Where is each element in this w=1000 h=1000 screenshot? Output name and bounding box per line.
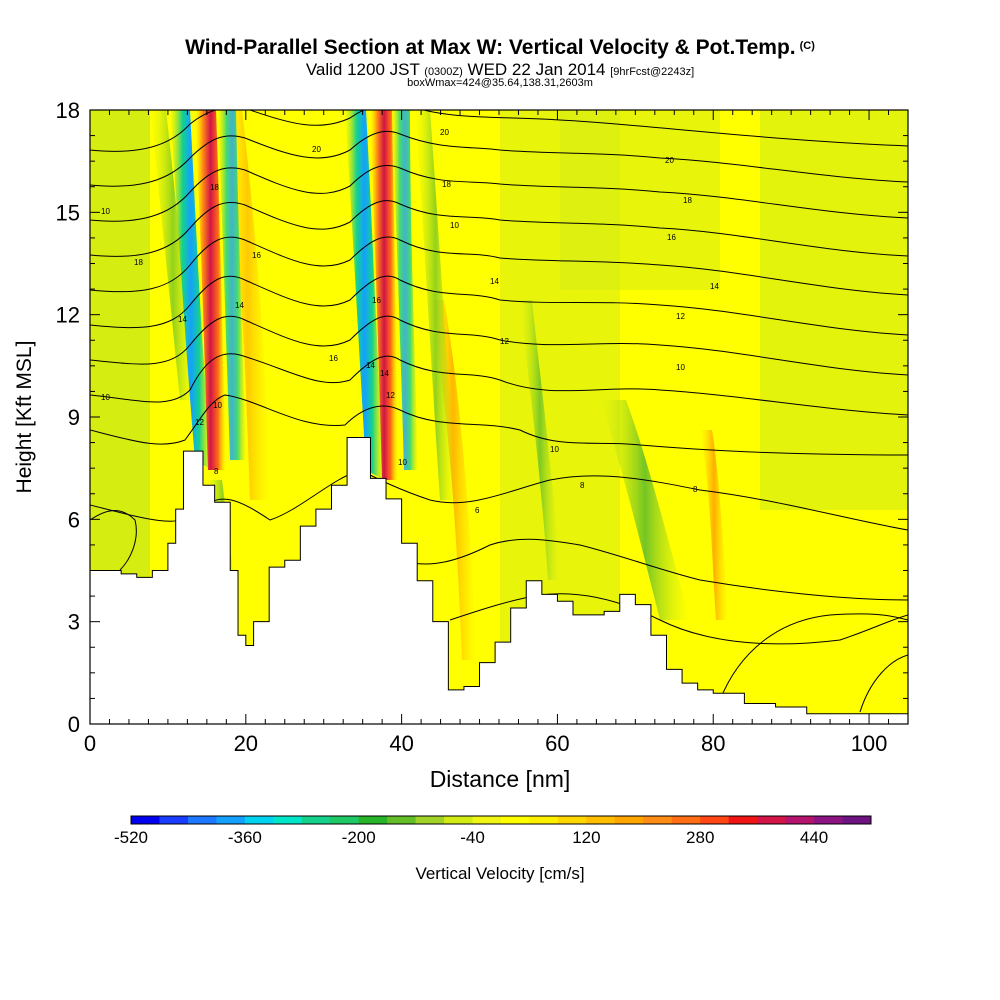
contour-label: 10 [213,401,222,410]
colorbar-swatch [501,816,530,824]
colorbar-swatch [785,816,815,824]
colorbar-swatch [444,816,474,824]
x-tick-label: 60 [545,731,569,756]
x-tick-label: 100 [851,731,888,756]
colorbar-swatch [757,816,787,824]
colorbar-swatch [671,816,701,824]
colorbar-swatch [529,816,559,824]
colorbar-swatch [814,816,844,824]
contour-label: 18 [442,180,451,189]
contour-label: 18 [210,183,219,192]
y-tick-label: 18 [56,98,80,123]
colorbar-swatch [273,816,303,824]
contour-label: 18 [134,258,143,267]
colorbar-swatch [586,816,616,824]
chart-subtitle: Valid 1200 JST (0300Z) WED 22 Jan 2014 [… [305,60,695,79]
copyright-mark: (C) [799,40,815,52]
colorbar-swatch [728,816,758,824]
contour-label: 10 [450,221,459,230]
colorbar-tick-label: -40 [460,828,485,847]
colorbar-frame [130,815,872,825]
colorbar: -520 -360 -200 -40 120 280 440 [114,815,872,847]
colorbar-swatch [244,816,274,824]
contour-label: 14 [235,301,244,310]
y-tick-label: 15 [56,200,80,225]
contour-label: 8 [580,481,585,490]
contour-label: 14 [366,361,375,370]
contour-label: 8 [214,467,219,476]
y-tick-label: 9 [68,405,80,430]
contour-label: 16 [252,251,261,260]
colorbar-swatch [330,816,360,824]
contour-label: 10 [676,363,685,372]
contour-label: 14 [710,282,719,291]
y-tick-label: 3 [68,610,80,635]
contour-label: 16 [329,354,338,363]
contour-labels: 10 18 10 20 16 14 14 18 10 12 8 16 16 14… [101,128,719,515]
colorbar-swatch [643,816,673,824]
contour-label: 12 [676,312,685,321]
contour-label: 16 [372,296,381,305]
contour-label: 6 [475,506,480,515]
colorbar-swatch [614,816,644,824]
contour-label: 10 [101,207,110,216]
contour-label: 20 [312,145,321,154]
colorbar-swatch [415,816,445,824]
colorbar-swatch [358,816,388,824]
contour-label: 14 [490,277,499,286]
contour-label: 12 [500,337,509,346]
colorbar-swatch [301,816,331,824]
x-tick-label: 80 [701,731,725,756]
colorbar-swatch [159,816,189,824]
contour-label: 8 [693,485,698,494]
contour-label: 10 [550,445,559,454]
colorbar-tick-label: 120 [572,828,600,847]
x-tick-label: 20 [234,731,258,756]
colorbar-swatch [557,816,587,824]
colorbar-title: Vertical Velocity [cm/s] [415,864,585,883]
isentrope-lines [90,110,908,713]
x-tick-label: 0 [84,731,96,756]
colorbar-swatch [187,816,217,824]
colorbar-swatch [472,816,502,824]
colorbar-swatch [216,816,246,824]
terrain-mask [90,436,908,724]
colorbar-swatch [387,816,417,824]
y-tick-label: 12 [56,303,80,328]
y-axis-title: Height [Kft MSL] [13,340,36,494]
contour-label: 14 [178,315,187,324]
contour-label: 12 [386,391,395,400]
x-tick-label: 40 [389,731,413,756]
colorbar-tick-label: 440 [800,828,828,847]
colorbar-swatch [131,816,160,824]
y-tick-label: 6 [68,507,80,532]
contour-label: 14 [380,369,389,378]
contour-label: 12 [195,418,204,427]
axes: 0 20 40 60 80 100 0 3 6 9 12 15 18 [56,98,909,756]
chart-title: Wind-Parallel Section at Max W: Vertical… [185,36,815,59]
colorbar-tick-label: 280 [686,828,714,847]
contour-label: 10 [398,458,407,467]
contour-label: 20 [665,156,674,165]
colorbar-tick-label: -520 [114,828,148,847]
x-axis-title: Distance [nm] [429,766,571,792]
y-tick-label: 0 [68,712,80,737]
contour-label: 18 [683,196,692,205]
colorbar-tick-label: -360 [228,828,262,847]
colorbar-swatch [700,816,730,824]
colorbar-tick-label: -200 [342,828,376,847]
box-info: boxWmax=424@35.64,138.31,2603m [407,77,593,89]
colorbar-swatch [842,816,872,824]
plot-field [90,110,908,724]
contour-label: 10 [101,393,110,402]
contour-label: 16 [667,233,676,242]
contour-label: 20 [440,128,449,137]
